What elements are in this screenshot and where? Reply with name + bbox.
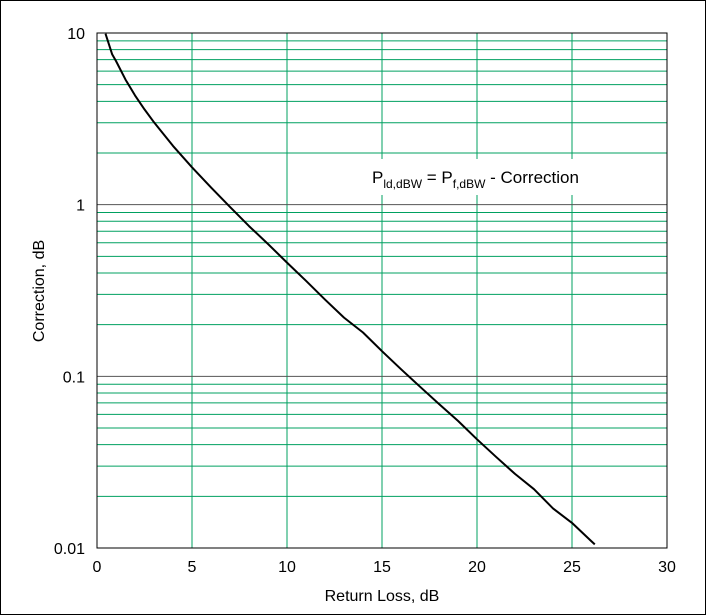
y-tick-label: 1: [76, 198, 85, 215]
x-tick-labels: 0 5 10 15 20 25 30: [93, 559, 676, 576]
y-tick-label: 10: [67, 26, 85, 43]
annotation-eq: = P: [422, 168, 453, 187]
x-tick-label: 15: [373, 559, 391, 576]
x-tick-label: 20: [468, 559, 486, 576]
x-tick-label: 0: [93, 559, 102, 576]
series-layer: [104, 33, 596, 546]
annotation-tail: - Correction: [485, 168, 579, 187]
plot-area: [96, 32, 668, 549]
y-tick-labels: 0.01 0.1 1 10: [54, 26, 85, 558]
annotation-background: [361, 159, 661, 195]
annotation-formula: Pld,dBW = Pf,dBW - Correction: [372, 168, 579, 191]
annotation-sub1: ld,dBW: [383, 177, 422, 191]
y-tick-label: 0.1: [63, 369, 85, 386]
x-axis-title: Return Loss, dB: [325, 588, 440, 605]
y-tick-label: 0.01: [54, 541, 85, 558]
annotation-p1: P: [372, 168, 383, 187]
y-axis-title: Correction, dB: [31, 240, 48, 342]
x-tick-label: 5: [188, 559, 197, 576]
x-tick-label: 30: [658, 559, 676, 576]
series-line-0: [104, 33, 596, 546]
annotation-sub2: f,dBW: [453, 177, 486, 191]
x-tick-label: 25: [563, 559, 581, 576]
x-tick-label: 10: [278, 559, 296, 576]
grid-lines: [97, 33, 667, 548]
